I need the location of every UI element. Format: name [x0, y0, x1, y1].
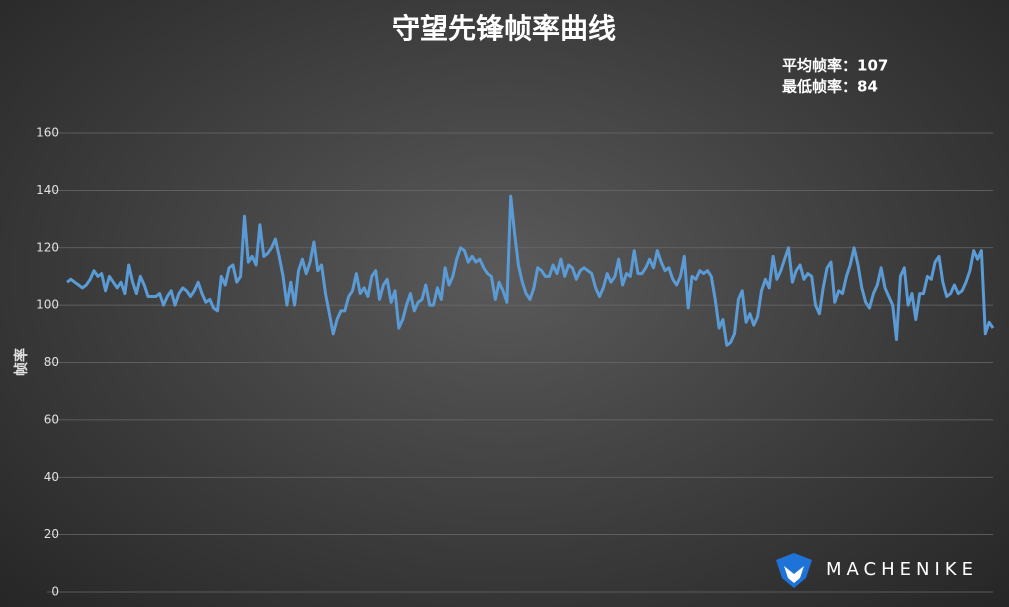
y-tick-label: 120 [36, 240, 59, 254]
y-tick-label: 160 [36, 126, 59, 140]
annotation: 平均帧率：107 [782, 57, 888, 75]
logo: MACHENIKE [826, 559, 978, 580]
y-tick-label: 40 [44, 470, 59, 484]
y-tick-label: 60 [44, 412, 59, 426]
y-axis-label: 帧率 [13, 348, 30, 376]
logo-icon [784, 566, 804, 583]
y-tick-label: 100 [36, 298, 59, 312]
annotation: 最低帧率：84 [782, 78, 878, 96]
y-tick-label: 0 [51, 585, 59, 599]
logo-icon [776, 553, 812, 588]
chart-title: 守望先锋帧率曲线 [392, 12, 616, 45]
y-tick-label: 20 [44, 527, 59, 541]
y-tick-label: 80 [44, 355, 59, 369]
data-line [66, 194, 995, 347]
y-tick-label: 140 [36, 183, 59, 197]
